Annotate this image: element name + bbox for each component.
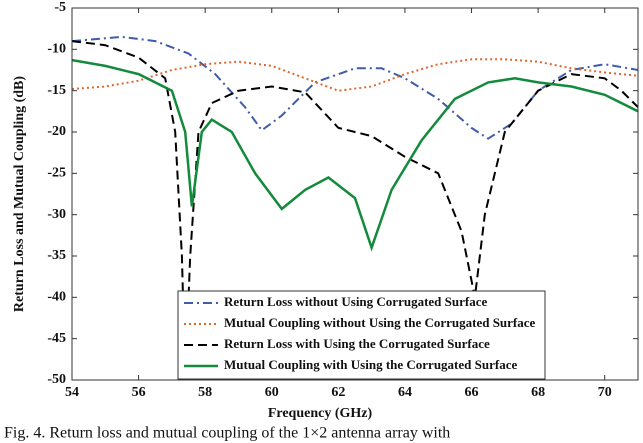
legend-label: Return Loss without Using Corrugated Sur… xyxy=(224,294,487,309)
y-tick-label: -45 xyxy=(47,331,66,346)
y-tick-label: -30 xyxy=(47,207,66,222)
y-tick-label: -40 xyxy=(47,290,66,305)
x-tick-label: 66 xyxy=(465,385,479,400)
series-line xyxy=(72,58,638,252)
x-tick-label: 56 xyxy=(132,385,146,400)
x-tick-label: 62 xyxy=(331,385,345,400)
series-line xyxy=(72,58,638,92)
x-tick-label: 68 xyxy=(531,385,545,400)
legend-box xyxy=(177,290,546,380)
x-tick-label: 58 xyxy=(198,385,212,400)
legend-label: Return Loss with Using the Corrugated Su… xyxy=(224,336,490,351)
plot-frame xyxy=(71,7,639,381)
x-tick-label: 54 xyxy=(65,385,79,400)
series-line xyxy=(72,35,638,140)
y-tick-label: -25 xyxy=(47,166,66,181)
y-tick-label: -35 xyxy=(47,248,66,263)
x-axis-label: Frequency (GHz) xyxy=(268,406,373,421)
legend-label: Mutual Coupling with Using the Corrugate… xyxy=(224,357,517,372)
legend-label: Mutual Coupling without Using the Corrug… xyxy=(224,315,536,330)
y-axis-label: Return Loss and Mutual Coupling (dB) xyxy=(12,76,27,312)
x-tick-label: 70 xyxy=(598,385,612,400)
x-tick-label: 64 xyxy=(398,385,412,400)
x-tick-label: 60 xyxy=(265,385,279,400)
y-tick-label: -50 xyxy=(47,372,66,387)
y-tick-label: -10 xyxy=(47,42,66,57)
y-tick-label: -5 xyxy=(54,0,66,15)
y-tick-label: -20 xyxy=(47,124,66,139)
caption: Fig. 4. Return loss and mutual coupling … xyxy=(4,425,450,442)
y-tick-label: -15 xyxy=(47,83,66,98)
